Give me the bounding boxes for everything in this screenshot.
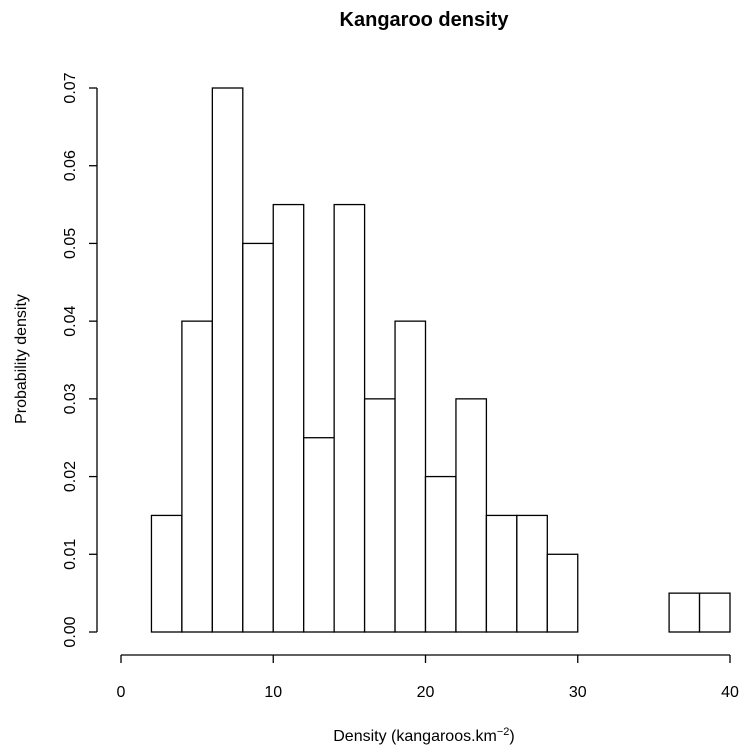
y-tick-label: 0.01 bbox=[62, 539, 79, 570]
x-tick-label: 20 bbox=[417, 684, 435, 701]
y-axis: 0.00 0.01 0.02 0.03 0.04 0.05 0.06 0.07 bbox=[62, 72, 98, 648]
y-tick-label: 0.04 bbox=[62, 305, 79, 336]
x-axis-label: Density (kangaroos.km−2) bbox=[333, 726, 515, 745]
x-tick-label: 30 bbox=[569, 684, 587, 701]
y-tick-label: 0.02 bbox=[62, 461, 79, 492]
histogram-bar bbox=[698, 592, 731, 633]
histogram-bar bbox=[333, 203, 366, 633]
y-tick-label: 0.06 bbox=[62, 150, 79, 181]
y-tick-label: 0.07 bbox=[62, 72, 79, 103]
x-axis-label-suffix: ) bbox=[509, 728, 514, 745]
chart-title: Kangaroo density bbox=[340, 9, 510, 31]
histogram-bar bbox=[455, 398, 488, 633]
histogram-bar bbox=[272, 203, 305, 633]
x-axis: 0 10 20 30 40 bbox=[117, 654, 739, 701]
histogram-bar bbox=[424, 475, 457, 633]
x-tick-label: 40 bbox=[721, 684, 739, 701]
x-axis-label-superscript: −2 bbox=[497, 726, 510, 738]
histogram-bar bbox=[150, 514, 183, 633]
y-tick-label: 0.05 bbox=[62, 228, 79, 259]
histogram-bar bbox=[363, 398, 396, 633]
histogram-bar bbox=[516, 514, 548, 633]
x-tick-label: 0 bbox=[117, 684, 126, 701]
histogram-bar bbox=[485, 514, 518, 633]
histogram-bar bbox=[394, 320, 427, 633]
y-axis-label: Probability density bbox=[13, 294, 30, 424]
histogram-bar bbox=[181, 320, 213, 633]
y-tick-label: 0.00 bbox=[62, 616, 79, 647]
histogram-bars bbox=[150, 87, 731, 633]
histogram-bar bbox=[668, 592, 701, 633]
x-axis-label-text: Density (kangaroos.km bbox=[333, 728, 497, 745]
y-tick-label: 0.03 bbox=[62, 383, 79, 414]
histogram-bar bbox=[546, 553, 579, 633]
histogram-bar bbox=[303, 437, 335, 633]
x-tick-label: 10 bbox=[264, 684, 282, 701]
histogram-bar bbox=[242, 242, 274, 633]
histogram-bar bbox=[211, 87, 244, 633]
